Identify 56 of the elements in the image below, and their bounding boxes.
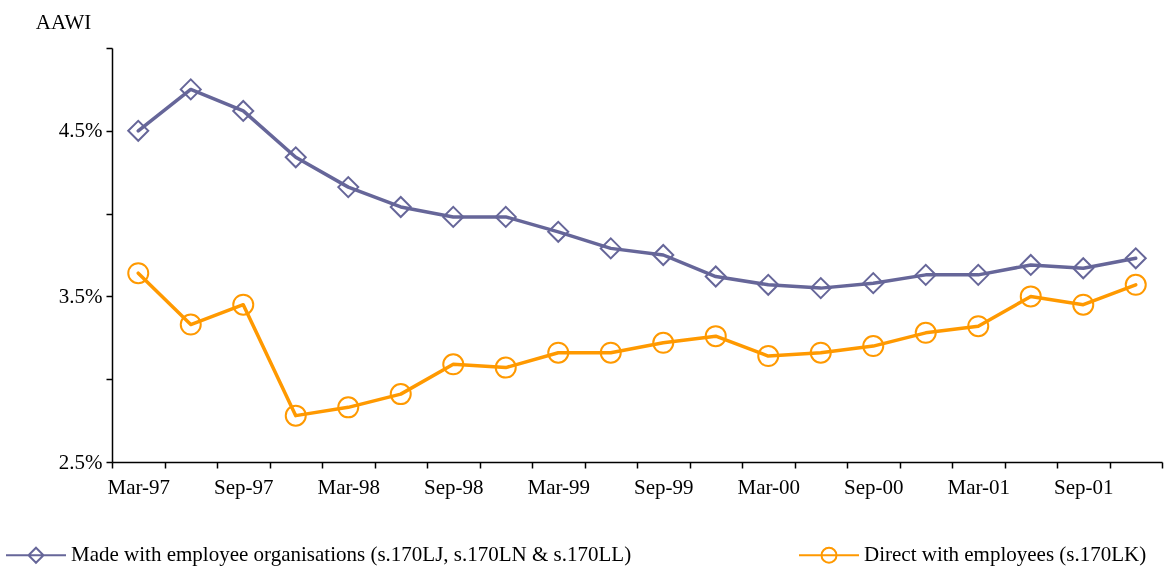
y-axis-title: AAWI: [35, 9, 92, 34]
point: [179, 313, 202, 336]
point: [862, 335, 885, 358]
point: [337, 396, 360, 419]
point: [757, 273, 780, 296]
x-tick-label: Mar-97: [107, 474, 171, 499]
point: [1019, 253, 1042, 276]
point: [914, 263, 937, 286]
point: [1019, 285, 1042, 308]
x-tick-label: Mar-00: [737, 474, 801, 499]
x-tick-label: Sep-99: [634, 474, 694, 499]
legend-label: Direct with employees (s.170LK): [864, 542, 1147, 567]
point: [127, 119, 150, 142]
point: [389, 383, 412, 406]
point: [757, 345, 780, 367]
point: [389, 195, 412, 218]
point: [599, 341, 622, 364]
point: [652, 244, 675, 266]
x-tick-label: Sep-97: [214, 474, 274, 499]
point: [442, 205, 465, 228]
point: [547, 341, 570, 364]
x-tick-label: Mar-99: [527, 474, 591, 499]
point: [1124, 273, 1147, 296]
x-tick-label: Sep-01: [1054, 474, 1114, 499]
point: [284, 146, 307, 169]
point: [599, 237, 622, 260]
point: [809, 341, 832, 364]
point: [442, 353, 465, 376]
point: [967, 263, 990, 286]
point: [179, 78, 202, 101]
point: [914, 321, 937, 344]
point: [704, 265, 727, 288]
point: [284, 404, 307, 427]
point: [1072, 257, 1095, 280]
x-tick-label: Mar-98: [317, 474, 381, 499]
point: [967, 315, 990, 338]
y-tick-label: 3.5%: [58, 283, 103, 308]
point: [652, 331, 675, 354]
point: [809, 277, 832, 300]
point: [1072, 293, 1095, 316]
y-tick-label: 2.5%: [58, 449, 103, 474]
legend-label: Made with employee organisations (s.170LJ, s.170LN & s.170LL): [71, 542, 632, 567]
point: [547, 220, 570, 243]
point: [1124, 247, 1147, 270]
point: [337, 176, 360, 199]
point: [232, 293, 255, 316]
x-tick-label: Sep-98: [424, 474, 484, 499]
x-tick-label: Sep-00: [844, 474, 904, 499]
x-tick-label: Mar-01: [947, 474, 1011, 499]
y-tick-label: 4.5%: [58, 118, 103, 143]
point: [494, 205, 517, 228]
point: [127, 262, 150, 285]
point: [862, 272, 885, 295]
point: [232, 99, 255, 122]
point: [704, 325, 727, 348]
point: [494, 356, 517, 379]
